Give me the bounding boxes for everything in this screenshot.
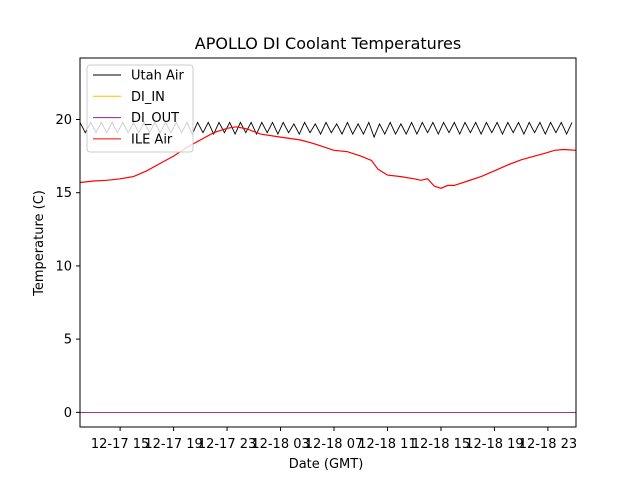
- x-axis-label: Date (GMT): [289, 457, 364, 472]
- series-line-ile-air: [80, 126, 576, 189]
- legend-label: Utah Air: [131, 69, 184, 84]
- y-tick-label: 0: [64, 406, 72, 421]
- legend-box: [86, 64, 194, 153]
- y-tick-label: 10: [55, 259, 72, 274]
- plot-frame: [79, 57, 577, 428]
- legend-label: ILE Air: [131, 132, 173, 147]
- chart-title: APOLLO DI Coolant Temperatures: [195, 34, 461, 53]
- x-tick-label: 12-18 23: [519, 437, 577, 452]
- y-tick-label: 5: [64, 333, 72, 348]
- x-tick-label: 12-17 23: [198, 437, 256, 452]
- legend-label: DI_OUT: [131, 111, 179, 126]
- x-tick-label: 12-18 07: [305, 437, 363, 452]
- x-tick-label: 12-17 15: [91, 437, 149, 452]
- y-tick-label: 15: [55, 186, 72, 201]
- x-tick-label: 12-18 03: [251, 437, 309, 452]
- y-tick-label: 20: [55, 113, 72, 128]
- x-tick-label: 12-18 11: [358, 437, 416, 452]
- x-tick-label: 12-18 19: [465, 437, 523, 452]
- x-tick-label: 12-17 19: [144, 437, 202, 452]
- legend: Utah Air DI_IN DI_OUT ILE Air: [86, 64, 194, 153]
- legend-label: DI_IN: [131, 90, 165, 105]
- y-axis-label: Temperature (C): [32, 190, 47, 297]
- x-tick-label: 12-18 15: [412, 437, 470, 452]
